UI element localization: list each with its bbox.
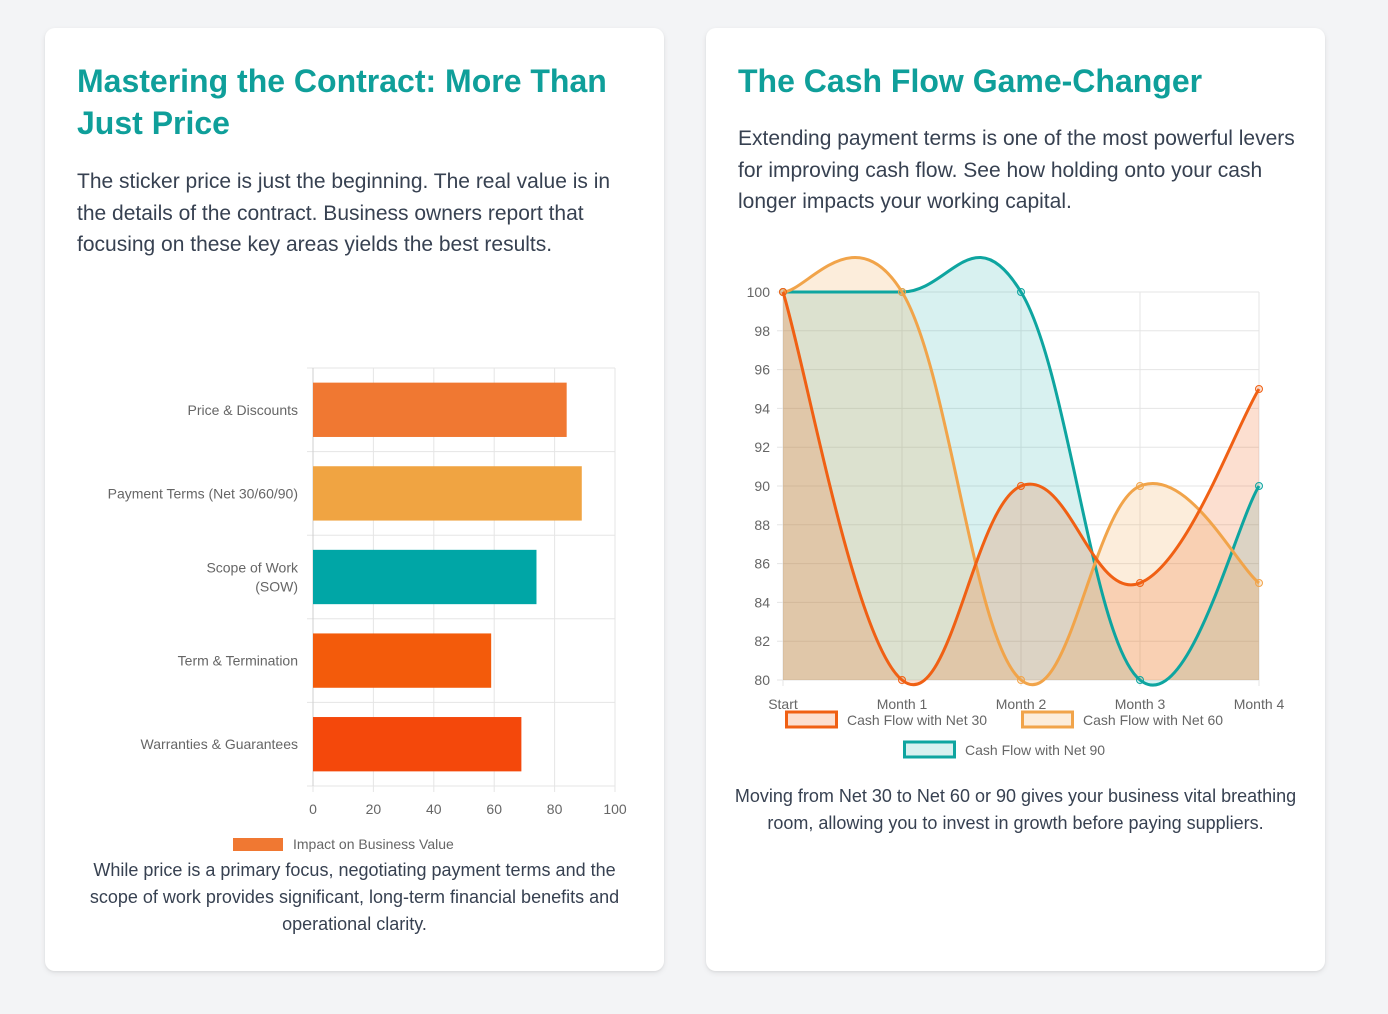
category-label: Scope of Work (SOW) [206, 560, 299, 595]
contract-card: Mastering the Contract: More Than Just P… [45, 28, 664, 971]
y-tick-label: 94 [754, 400, 770, 416]
x-tick-label: 60 [486, 801, 502, 817]
data-point [1017, 676, 1025, 684]
legend-swatch [785, 710, 838, 729]
data-point [1255, 385, 1263, 393]
data-point [779, 288, 787, 296]
contract-bar-chart: 0 20 40 60 80 100 Price & Discounts Payment Ter… [108, 367, 627, 852]
series-line [782, 256, 1260, 686]
cash-flow-card-title: The Cash Flow Game-Changer [738, 63, 1203, 99]
category-label: Price & Discounts [188, 402, 298, 418]
y-tick-label: 88 [754, 517, 770, 533]
x-tick-label: 40 [426, 801, 442, 817]
bar [313, 549, 537, 605]
contract-card-note: While price is a primary focus, negotiat… [89, 860, 620, 934]
x-tick-label: 0 [309, 801, 317, 817]
data-point [1136, 482, 1144, 490]
series-line [781, 291, 1261, 686]
legend-label: Cash Flow with Net 30 [847, 712, 987, 728]
data-point [1255, 482, 1263, 490]
legend-label: Cash Flow with Net 90 [965, 742, 1105, 758]
cash-flow-line-chart: 80 82 84 86 88 90 92 94 96 98 100 Start Month 1 Month… [747, 256, 1285, 759]
cash-flow-card-note: Moving from Net 30 to Net 60 or 90 gives… [734, 786, 1297, 833]
legend-swatch [233, 838, 283, 851]
y-tick-label: 90 [754, 478, 770, 494]
y-tick-label: 92 [754, 439, 770, 455]
data-point [1255, 579, 1263, 587]
data-point [1136, 579, 1144, 587]
category-label: Warranties & Guarantees [141, 736, 298, 752]
x-tick-label: Month 3 [1115, 696, 1166, 712]
bar [313, 633, 492, 688]
x-tick-label: 20 [366, 801, 382, 817]
x-tick-label: Month 1 [877, 696, 928, 712]
data-point [1136, 676, 1144, 684]
series-area [783, 257, 1259, 686]
legend-swatch [1021, 710, 1074, 729]
y-tick-label: 100 [747, 284, 771, 300]
data-point [1017, 482, 1025, 490]
y-tick-label: 86 [754, 556, 770, 572]
contract-card-title: Mastering the Contract: More Than Just P… [77, 63, 607, 141]
legend-swatch [903, 740, 956, 759]
legend-label: Cash Flow with Net 60 [1083, 712, 1223, 728]
data-point [898, 676, 906, 684]
cash-flow-card-intro: Extending payment terms is one of the mo… [738, 127, 1295, 213]
x-tick-label: Start [768, 696, 798, 712]
bar [313, 717, 522, 772]
y-tick-label: 84 [754, 594, 770, 610]
x-tick-label: Month 2 [996, 696, 1047, 712]
series-area [783, 257, 1259, 685]
category-label: Term & Termination [178, 653, 298, 669]
y-tick-label: 98 [754, 323, 770, 339]
y-tick-label: 96 [754, 362, 770, 378]
data-point [1017, 288, 1025, 296]
contract-card-intro: The sticker price is just the beginning.… [77, 170, 611, 256]
x-tick-label: Month 4 [1234, 696, 1285, 712]
bar [313, 382, 567, 437]
y-tick-label: 80 [754, 672, 770, 688]
y-tick-label: 82 [754, 633, 770, 649]
cash-flow-card: The Cash Flow Game-Changer Extending pay… [706, 28, 1325, 971]
x-tick-label: 80 [547, 801, 563, 817]
x-tick-label: 100 [603, 801, 627, 817]
bar [313, 466, 582, 521]
data-point [898, 288, 906, 296]
category-label: Payment Terms (Net 30/60/90) [108, 485, 298, 501]
legend-label: Impact on Business Value [293, 836, 454, 852]
